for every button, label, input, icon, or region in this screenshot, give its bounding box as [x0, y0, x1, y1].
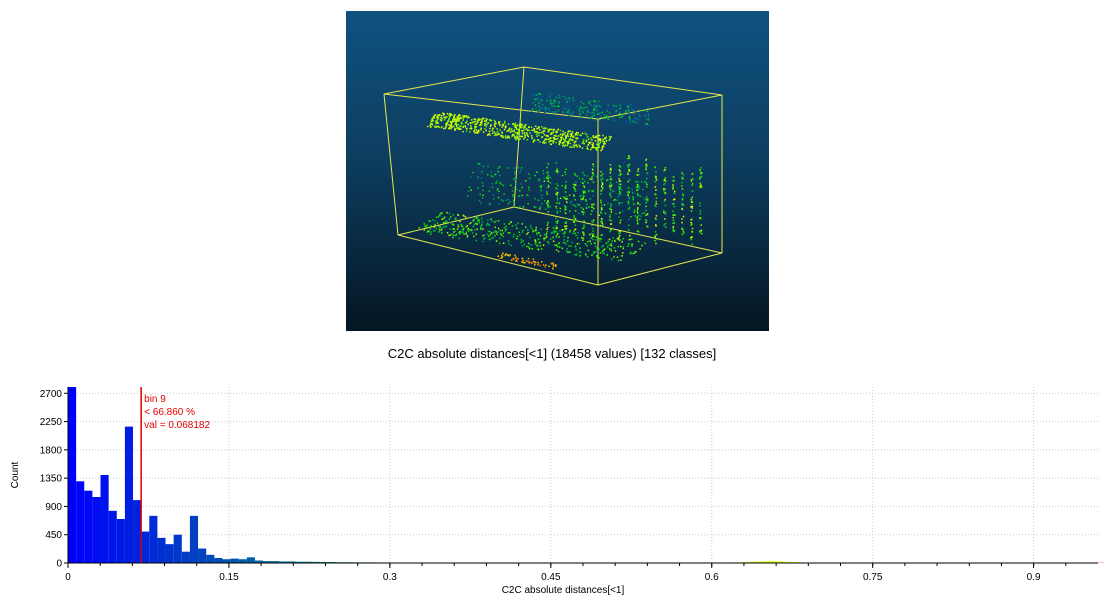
- histogram-bar: [214, 557, 223, 563]
- histogram-bar: [181, 551, 190, 563]
- histogram-bar: [279, 561, 288, 563]
- histogram-bar: [775, 561, 784, 563]
- histogram-bar: [238, 559, 247, 563]
- histogram-bar: [303, 561, 312, 563]
- bbox-edge: [383, 66, 525, 95]
- histogram-bar: [189, 515, 199, 563]
- histogram-bar: [206, 554, 215, 563]
- marker-label: bin 9: [144, 394, 166, 405]
- histogram-bar: [758, 561, 768, 563]
- bbox-edge: [513, 206, 723, 254]
- x-tick-label: 0.9: [1027, 572, 1041, 583]
- x-tick-label: 0.6: [705, 572, 719, 583]
- bbox-edge: [397, 206, 515, 236]
- histogram-bar: [116, 519, 125, 563]
- x-tick-label: 0.75: [863, 572, 883, 583]
- histogram-bar: [222, 559, 231, 563]
- chart-title: C2C absolute distances[<1] (18458 values…: [387, 346, 717, 361]
- histogram-bar: [246, 557, 255, 563]
- y-tick-label: 2250: [40, 417, 63, 428]
- histogram-bar: [230, 558, 239, 563]
- x-tick-label: 0.45: [541, 572, 561, 583]
- histogram-bar: [108, 510, 117, 563]
- y-tick-label: 0: [56, 559, 62, 570]
- histogram-bar: [141, 531, 150, 563]
- histogram-bar: [287, 561, 296, 563]
- histogram-bar: [271, 561, 280, 563]
- bbox-edge: [383, 93, 399, 236]
- histogram-bar: [124, 426, 134, 563]
- histogram-bar: [149, 515, 158, 563]
- y-axis-label: Count: [10, 461, 21, 488]
- y-tick-label: 1800: [40, 445, 63, 456]
- x-tick-label: 0.3: [383, 572, 397, 583]
- histogram-bar: [783, 561, 792, 563]
- y-tick-label: 900: [45, 502, 62, 513]
- histogram-bar: [68, 387, 77, 563]
- histogram-bar: [173, 534, 182, 563]
- histogram-chart[interactable]: 0 0.15 0.3 0.45 0.6 0.75 0.9 0 450 900 1350 1800 225…: [0, 375, 1104, 601]
- x-axis-label: C2C absolute distances[<1]: [502, 585, 625, 596]
- bbox-edge: [397, 234, 599, 286]
- histogram-bar: [311, 561, 320, 563]
- y-tick-label: 450: [45, 530, 62, 541]
- x-tick-label: 0.15: [219, 572, 239, 583]
- point-cloud-render: [383, 66, 723, 286]
- histogram-bar: [84, 490, 93, 563]
- histogram-bar: [295, 561, 304, 563]
- histogram-bar: [750, 561, 759, 563]
- histogram-bar: [198, 548, 207, 563]
- point-cloud: [413, 92, 703, 270]
- histogram-bar: [263, 561, 272, 563]
- y-tick-label: 1350: [40, 474, 63, 485]
- histogram-bar: [76, 481, 85, 563]
- bbox-edge: [383, 93, 599, 120]
- histogram-bar: [254, 560, 264, 563]
- grid: [68, 387, 1098, 563]
- x-tick-label: 0: [65, 572, 71, 583]
- marker-label: < 66.860 %: [144, 407, 195, 418]
- marker-label: val = 0.068182: [144, 420, 210, 431]
- bars: [68, 387, 1104, 563]
- 3d-point-cloud-viewport[interactable]: [346, 11, 769, 331]
- bbox-edge: [597, 252, 723, 286]
- histogram-bar: [767, 561, 776, 563]
- histogram-bar: [165, 544, 174, 563]
- bbox-edge: [597, 94, 723, 120]
- y-tick-label: 2700: [40, 389, 63, 400]
- histogram-bar: [157, 537, 166, 563]
- histogram-bar: [100, 475, 109, 563]
- histogram-bar: [133, 500, 142, 563]
- histogram-bar: [92, 497, 101, 563]
- bbox-edge: [523, 66, 723, 96]
